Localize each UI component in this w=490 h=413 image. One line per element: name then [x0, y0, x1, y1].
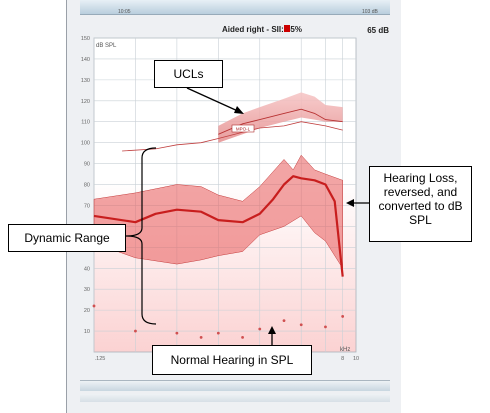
x-tick-label: 10: [353, 356, 359, 362]
y-axis-label: dB SPL: [96, 43, 117, 49]
normal-hearing-point: [282, 319, 286, 322]
normal-hearing-point: [258, 327, 262, 331]
y-tick-label: 150: [81, 36, 90, 42]
normal-hearing-point: [299, 323, 303, 327]
bottom-scroll-bar[interactable]: [80, 380, 390, 391]
ucl-callout: UCLs: [154, 60, 223, 88]
normal-hearing-point: [241, 335, 244, 339]
normal-hearing-callout: Normal Hearing in SPL: [152, 345, 312, 375]
y-tick-label: 30: [84, 287, 90, 293]
level-readout: 65 dB: [367, 26, 389, 35]
scroll-label-right: 103 dB: [362, 9, 378, 15]
y-tick-label: 90: [84, 162, 90, 168]
top-scroll-bar[interactable]: 10:05 103 dB: [80, 0, 390, 15]
lock-icon: [284, 25, 290, 32]
dynamic-range-brace: [125, 147, 157, 325]
y-tick-label: 140: [81, 57, 90, 63]
y-tick-label: 20: [84, 308, 90, 314]
mpo-inset-label: MPO-L: [236, 127, 251, 132]
ucl-arrow: [186, 87, 241, 113]
x-tick-label: 8: [341, 356, 344, 362]
hearing-loss-curve: [93, 175, 344, 277]
dynamic-range-band: [93, 154, 343, 270]
y-tick-label: 10: [84, 329, 90, 335]
ucl-arrow-head: [234, 106, 244, 114]
y-tick-label: 130: [81, 78, 90, 84]
y-tick-label: 70: [84, 203, 90, 209]
normal-hearing-point: [199, 335, 203, 339]
normal-hearing-arrow-head: [268, 326, 276, 334]
y-tick-label: 80: [84, 183, 90, 189]
normal-hearing-point: [216, 331, 220, 335]
normal-hearing-point: [134, 329, 137, 333]
dynamic-range-callout: Dynamic Range: [8, 224, 126, 252]
mpo-inset-box: [231, 124, 255, 133]
bottom-status-bar: [80, 394, 390, 402]
x-tick-label: .125: [95, 356, 106, 362]
ucl-line: [218, 108, 343, 135]
x-axis-label: kHz: [340, 347, 350, 353]
normal-hearing-point: [324, 325, 327, 329]
scroll-label-left: 10:05: [118, 9, 131, 15]
y-tick-label: 40: [84, 266, 90, 272]
y-tick-label: 100: [81, 141, 90, 147]
normal-hearing-point: [175, 331, 179, 335]
chart-title: Aided right - SII: 55%: [222, 25, 302, 34]
hearing-loss-callout: Hearing Loss, reversed, and converted to…: [369, 166, 472, 242]
y-tick-label: 110: [81, 120, 90, 126]
y-tick-label: 120: [81, 99, 90, 105]
normal-hearing-point: [92, 304, 96, 308]
hearing-loss-arrow-head: [346, 199, 354, 207]
normal-hearing-point: [341, 315, 345, 318]
